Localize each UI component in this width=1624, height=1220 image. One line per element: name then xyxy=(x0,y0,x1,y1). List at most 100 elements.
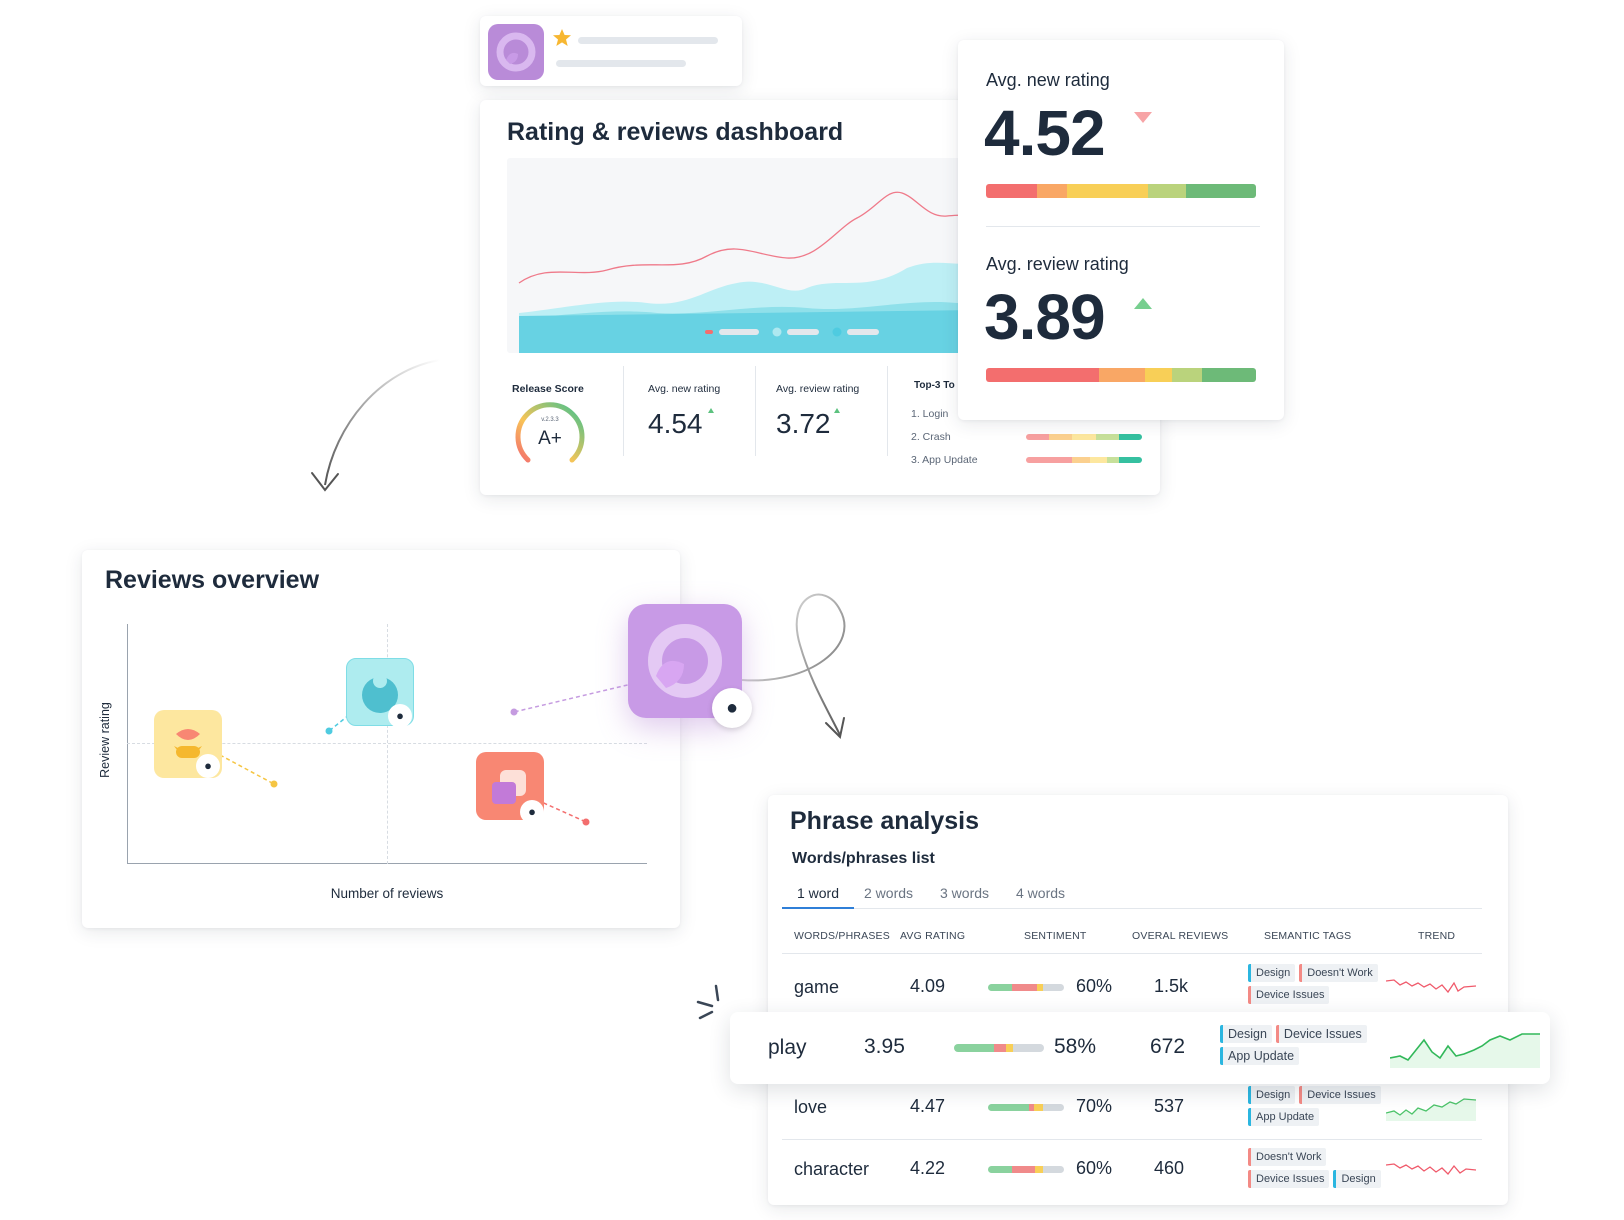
release-score-gauge: v.2.3.3 A+ xyxy=(512,398,588,474)
row-tags: Design Device Issues App Update xyxy=(1248,1085,1398,1126)
row-reviews: 672 xyxy=(1150,1035,1186,1058)
row-word: game xyxy=(794,977,840,997)
row-tags: Design Device Issues App Update xyxy=(1220,1025,1400,1065)
topic-item: 2. Crash xyxy=(911,431,951,443)
topics-label: Top-3 To xyxy=(914,380,955,391)
table-row[interactable]: love 4.47 70% 537 Design Device Issues App… xyxy=(782,1077,1482,1139)
phrase-analysis-title: Phrase analysis xyxy=(790,807,980,835)
col-tags: SEMANTIC TAGS xyxy=(1264,930,1352,942)
app-logo-icon xyxy=(488,24,544,80)
star-icon xyxy=(553,29,571,46)
tag: Device Issues xyxy=(1248,1170,1330,1188)
release-grade: A+ xyxy=(538,428,562,449)
row-reviews: 537 xyxy=(1154,1096,1185,1116)
curved-arrow-left-icon xyxy=(311,359,441,492)
reviews-overview-card: Reviews overview Review rating Number of… xyxy=(82,550,680,928)
app-icon-teal xyxy=(346,658,414,726)
tab-3-words[interactable]: 3 words xyxy=(940,885,990,901)
sentiment-bar xyxy=(988,1166,1064,1173)
kpi-divider xyxy=(887,366,888,456)
row-rating: 4.47 xyxy=(910,1096,946,1116)
sentiment-bar xyxy=(988,1104,1064,1111)
tag: App Update xyxy=(1248,1108,1320,1126)
tab-2-words[interactable]: 2 words xyxy=(864,885,914,901)
tag: Doesn't Work xyxy=(1248,1148,1327,1166)
apple-icon: ● xyxy=(388,704,412,728)
col-words: WORDS/PHRASES xyxy=(794,930,890,942)
trend-sparkline xyxy=(1386,979,1476,994)
quadrant-line-h xyxy=(127,743,647,744)
table-row[interactable]: game 4.09 60% 1.5k Design Doesn't Work Dev… xyxy=(782,955,1482,1017)
tab-1-word[interactable]: 1 word xyxy=(796,885,840,901)
dashboard-title: Rating & reviews dashboard xyxy=(507,118,844,146)
rating-popup-card: Avg. new rating 4.52 Avg. review rating … xyxy=(958,40,1284,420)
popup-review-rating-value: 3.89 xyxy=(984,281,1106,353)
popup-review-rating-bar xyxy=(986,368,1256,382)
row-word: play xyxy=(768,1036,807,1059)
topic-item: 1. Login xyxy=(911,408,949,420)
trend-up-icon xyxy=(834,408,840,413)
tag: Design xyxy=(1220,1025,1272,1043)
trend-down-icon xyxy=(1134,112,1152,123)
table-header: WORDS/PHRASES AVG RATING SENTIMENT OVERA… xyxy=(782,930,1482,954)
row-sentiment: 70% xyxy=(1076,1096,1113,1116)
col-trend: TREND xyxy=(1418,930,1456,942)
row-tags: Design Doesn't Work Device Issues xyxy=(1248,963,1398,1004)
release-score-label: Release Score xyxy=(512,383,584,395)
topic-item: 3. App Update xyxy=(911,454,978,466)
kpi-divider xyxy=(623,366,624,456)
quadrant-line-v xyxy=(387,624,388,864)
popup-new-rating-label: Avg. new rating xyxy=(986,70,1110,90)
tab-active-underline xyxy=(782,907,854,909)
phrase-analysis-card: Phrase analysis Words/phrases list 1 wor… xyxy=(768,795,1508,1205)
kpi-new-rating-value: 4.54 xyxy=(648,408,703,439)
col-reviews: OVERAL REVIEWS xyxy=(1132,930,1229,942)
kpi-review-rating-value: 3.72 xyxy=(776,408,831,439)
row-sentiment: 60% xyxy=(1076,1158,1113,1178)
row-word: love xyxy=(794,1097,828,1117)
y-axis xyxy=(127,624,128,864)
row-rating: 4.09 xyxy=(910,976,946,996)
phrase-list-subtitle: Words/phrases list xyxy=(792,850,935,867)
tag: Design xyxy=(1333,1170,1381,1188)
kpi-divider xyxy=(755,366,756,456)
popup-new-rating-value: 4.52 xyxy=(984,97,1106,169)
sparkle-icon xyxy=(696,984,720,1020)
topic-sentiment-bar xyxy=(1026,434,1142,440)
trend-sparkline xyxy=(1390,1033,1540,1068)
tag: App Update xyxy=(1220,1047,1300,1065)
col-sentiment: SENTIMENT xyxy=(1024,930,1087,942)
tab-4-words[interactable]: 4 words xyxy=(1016,885,1066,901)
kpi-new-rating-label: Avg. new rating xyxy=(648,383,721,395)
trend-sparkline xyxy=(1386,1163,1476,1175)
table-row-highlighted[interactable]: play 3.95 58% 672 Design Device Issues App… xyxy=(730,1012,1550,1084)
tag: Device Issues xyxy=(1299,1086,1381,1104)
trend-sparkline xyxy=(1386,1098,1476,1121)
table-row[interactable]: character 4.22 60% 460 Doesn't Work Devic… xyxy=(782,1139,1482,1201)
apple-icon: ● xyxy=(520,800,544,824)
sentiment-bar xyxy=(988,984,1064,991)
apple-icon: ● xyxy=(712,688,752,728)
tag: Device Issues xyxy=(1275,1025,1367,1043)
row-tags: Doesn't Work Device Issues Design xyxy=(1248,1147,1398,1188)
popup-divider xyxy=(986,226,1260,227)
row-rating: 3.95 xyxy=(864,1035,905,1058)
trend-up-icon xyxy=(708,408,714,413)
row-rating: 4.22 xyxy=(910,1158,946,1178)
x-axis-label: Number of reviews xyxy=(330,886,444,901)
kpi-review-rating-label: Avg. review rating xyxy=(776,383,860,395)
col-avg-rating: AVG RATING xyxy=(900,930,966,942)
row-sentiment: 58% xyxy=(1054,1035,1097,1058)
tag: Device Issues xyxy=(1248,986,1330,1004)
sentiment-bar xyxy=(954,1044,1044,1052)
popup-review-rating-label: Avg. review rating xyxy=(986,254,1129,274)
tab-bar: 1 word 2 words 3 words 4 words xyxy=(782,879,1482,909)
popup-new-rating-bar xyxy=(986,184,1256,198)
row-reviews: 460 xyxy=(1154,1158,1185,1178)
tag: Design xyxy=(1248,1086,1296,1104)
tag: Design xyxy=(1248,964,1296,982)
row-sentiment: 60% xyxy=(1076,976,1113,996)
trend-up-icon xyxy=(1134,298,1152,309)
tag: Doesn't Work xyxy=(1299,964,1378,982)
app-strip-card xyxy=(480,16,742,86)
